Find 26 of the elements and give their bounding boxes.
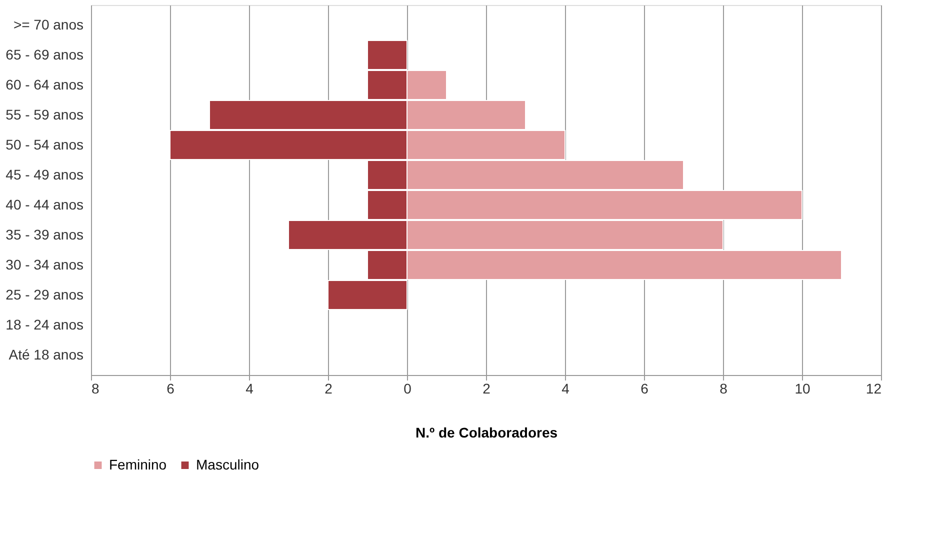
y-tick-label: 40 - 44 anos bbox=[6, 196, 84, 212]
y-tick-label: 18 - 24 anos bbox=[6, 316, 84, 332]
legend-label: Masculino bbox=[196, 456, 260, 472]
y-tick-label: Até 18 anos bbox=[8, 346, 84, 362]
x-tick-label: 8 bbox=[92, 380, 100, 396]
x-tick-label: 6 bbox=[640, 380, 649, 396]
x-tick-label: 4 bbox=[246, 380, 254, 396]
y-tick-label: >= 70 anos bbox=[13, 16, 84, 32]
y-tick-label: 55 - 59 anos bbox=[6, 106, 84, 122]
y-tick-label: 45 - 49 anos bbox=[6, 166, 84, 182]
y-tick-label: 30 - 34 anos bbox=[6, 256, 84, 272]
x-tick-label: 8 bbox=[720, 380, 728, 396]
x-tick-label: 12 bbox=[866, 380, 882, 396]
y-tick-label: 60 - 64 anos bbox=[6, 76, 84, 92]
y-tick-label: 35 - 39 anos bbox=[6, 226, 84, 242]
x-tick-label: 2 bbox=[482, 380, 491, 396]
x-tick-label: 10 bbox=[794, 380, 810, 396]
x-tick-label: 2 bbox=[324, 380, 333, 396]
y-tick-label: 65 - 69 anos bbox=[6, 46, 84, 62]
x-tick-label: 6 bbox=[166, 380, 175, 396]
x-tick-label: 0 bbox=[404, 380, 412, 396]
y-tick-label: 50 - 54 anos bbox=[6, 136, 84, 152]
x-tick-label: 4 bbox=[562, 380, 570, 396]
legend-label: Feminino bbox=[109, 456, 167, 472]
x-axis-title: N.º de Colaboradores bbox=[415, 424, 558, 440]
y-tick-label: 25 - 29 anos bbox=[6, 286, 84, 302]
